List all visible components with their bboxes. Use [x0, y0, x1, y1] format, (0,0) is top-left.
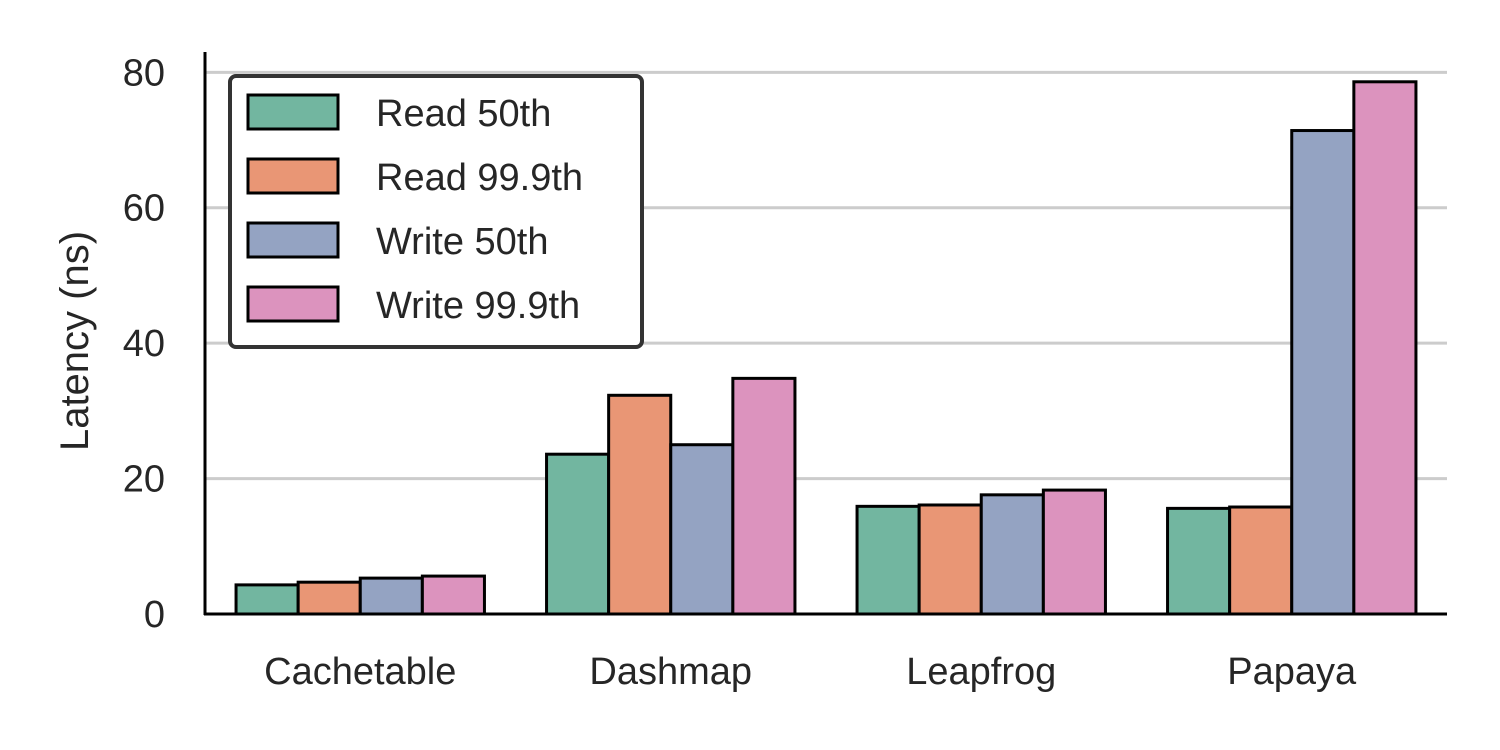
bar-read-50th-dashmap — [545, 452, 611, 616]
legend-frame — [228, 74, 644, 349]
bar-read-99-9th-papaya — [1228, 505, 1294, 616]
bar-write-99-9th-papaya — [1352, 80, 1418, 616]
x-tick-label: Dashmap — [589, 651, 752, 693]
x-tick-label: Leapfrog — [906, 651, 1056, 693]
legend-label: Read 99.9th — [376, 157, 583, 199]
bar-read-99-9th-leapfrog — [917, 503, 983, 616]
axes — [203, 52, 1447, 616]
bar-group-dashmap — [545, 376, 797, 616]
legend-swatch — [246, 221, 340, 259]
bar-write-50th-cachetable — [358, 576, 424, 616]
legend: Read 50th Read 99.9th Write 50th Write 99.9… — [228, 74, 644, 349]
y-tick-label: 0 — [144, 594, 165, 636]
bar-groups — [234, 80, 1418, 616]
bar-group-cachetable — [234, 574, 486, 616]
bar-write-50th-dashmap — [669, 443, 735, 616]
bar-write-50th-papaya — [1290, 129, 1356, 616]
bar-write-99-9th-dashmap — [731, 376, 797, 616]
bar-group-papaya — [1166, 80, 1418, 616]
bar-read-99-9th-cachetable — [296, 580, 362, 616]
y-axis-label: Latency (ns) — [53, 231, 97, 451]
bar-read-50th-papaya — [1166, 506, 1232, 616]
x-tick-labels: Cachetable Dashmap Leapfrog Papaya — [264, 651, 1357, 693]
bar-group-leapfrog — [855, 488, 1107, 616]
y-tick-label: 20 — [123, 459, 165, 501]
bar-write-99-9th-cachetable — [420, 574, 486, 616]
y-tick-label: 60 — [123, 188, 165, 230]
y-tick-label: 80 — [123, 52, 165, 94]
legend-label: Read 50th — [376, 93, 551, 135]
bar-read-50th-cachetable — [234, 583, 300, 616]
y-tick-labels: 0 20 40 60 80 — [123, 52, 165, 636]
bar-write-50th-leapfrog — [979, 493, 1045, 616]
legend-label: Write 50th — [376, 221, 548, 263]
x-tick-label: Papaya — [1227, 651, 1357, 693]
x-tick-label: Cachetable — [264, 651, 456, 693]
legend-swatch — [246, 285, 340, 323]
bar-write-99-9th-leapfrog — [1041, 488, 1107, 616]
y-tick-label: 40 — [123, 323, 165, 365]
bar-read-50th-leapfrog — [855, 504, 921, 616]
legend-swatch — [246, 157, 340, 195]
bar-read-99-9th-dashmap — [607, 393, 673, 616]
legend-swatch — [246, 93, 340, 131]
legend-label: Write 99.9th — [376, 285, 580, 327]
